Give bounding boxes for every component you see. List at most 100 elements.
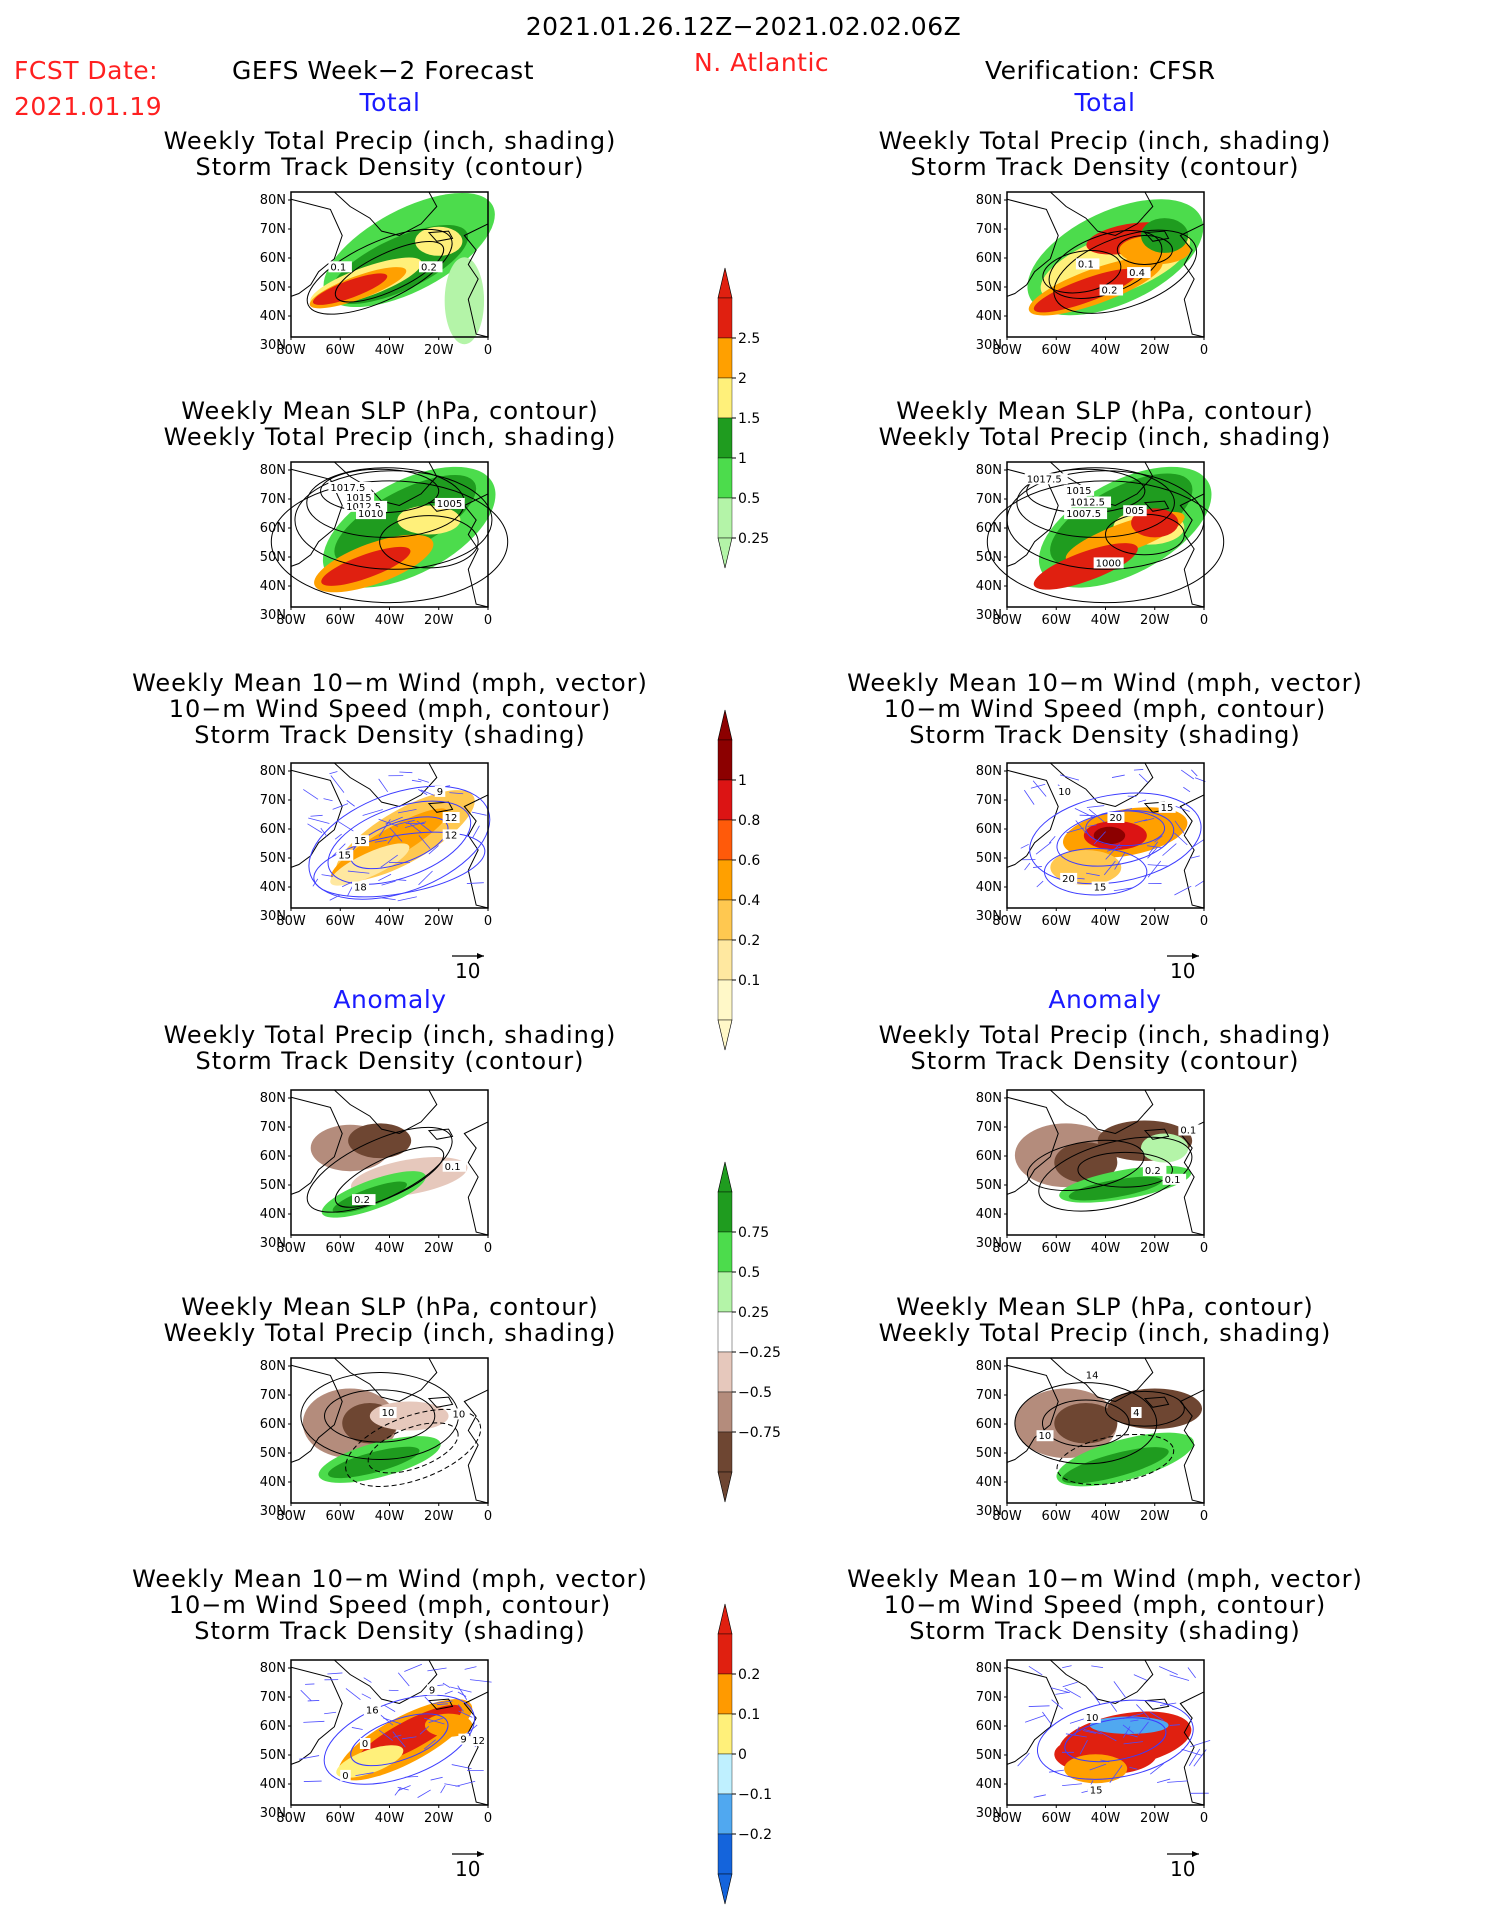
lat-label: 30N <box>976 1504 1002 1519</box>
wind-vector <box>378 819 391 837</box>
right-title: Verification: CFSR <box>985 56 1216 85</box>
wind-vector <box>1130 1719 1139 1722</box>
contour-label-bg <box>442 812 460 823</box>
colorbar-segment <box>717 1431 733 1473</box>
contour-label: 9 <box>429 1685 435 1696</box>
colorbar-segment <box>717 899 733 941</box>
lat-label: 50N <box>976 1446 1002 1461</box>
wind-vector <box>457 1704 464 1712</box>
lat-label: 30N <box>976 1236 1002 1251</box>
wind-vector <box>345 1688 361 1701</box>
wind-vector <box>420 789 435 796</box>
colorbar-segment <box>717 819 733 861</box>
lon-label: 60W <box>1042 343 1072 358</box>
wind-vector <box>1059 774 1080 781</box>
coastline <box>1006 769 1059 869</box>
lat-label: 80N <box>976 463 1002 478</box>
colorbar-label: 0.1 <box>738 1707 760 1723</box>
section-total-right: Total <box>1074 88 1136 117</box>
colorbar-segment <box>717 1633 733 1675</box>
contour-label-bg <box>426 1684 438 1696</box>
wind-vector <box>419 1725 430 1735</box>
lon-label: 80W <box>992 914 1022 929</box>
lon-label: 20W <box>424 1509 454 1524</box>
contour-label: 12 <box>445 813 458 824</box>
colorbar-segment <box>717 1793 733 1835</box>
contour-label: 0.2 <box>354 1195 370 1206</box>
contour-line <box>294 470 493 570</box>
lon-label: 0 <box>484 613 492 628</box>
contour-label-bg <box>458 1733 469 1745</box>
lat-label: 40N <box>260 309 286 324</box>
colorbar-label: 0 <box>738 1747 747 1763</box>
wind-vector <box>334 833 342 840</box>
contour-label: 0.4 <box>1129 268 1145 279</box>
contour-label-bg <box>1107 812 1125 823</box>
wind-vector <box>428 1717 443 1723</box>
wind-vector <box>1136 1704 1151 1720</box>
lon-label: 40W <box>375 1241 405 1256</box>
wind-vector <box>444 1783 460 1787</box>
colorbar-segment <box>717 1673 733 1715</box>
contour-line <box>306 228 453 315</box>
wind-vector <box>404 821 427 829</box>
contour-label-bg <box>1127 267 1151 279</box>
wind-vector <box>1028 1705 1050 1707</box>
lon-label: 60W <box>1042 1811 1072 1826</box>
contour-label: 1017.5 <box>1027 474 1062 485</box>
wind-vector <box>1028 1665 1043 1676</box>
wind-vector <box>347 870 370 874</box>
title-line: Weekly Mean SLP (hPa, contour) <box>896 1293 1314 1321</box>
wind-vector <box>1079 814 1095 817</box>
colorbar-segment <box>717 377 733 419</box>
colorbar-segment <box>717 1311 733 1353</box>
lon-label: 80W <box>992 1509 1022 1524</box>
coastline <box>1143 500 1170 512</box>
contour-label: 1010 <box>358 509 383 520</box>
lon-label: 80W <box>276 1509 306 1524</box>
wind-vector <box>418 870 433 886</box>
title-p2-left: Weekly Mean SLP (hPa, contour) Weekly To… <box>90 398 690 450</box>
lat-label: 80N <box>260 764 286 779</box>
contour-label-bg <box>1075 258 1100 270</box>
wind-vector <box>1036 880 1044 888</box>
lon-label: 40W <box>1091 1509 1121 1524</box>
colorbar-segment <box>717 457 733 499</box>
shading-region <box>1054 1142 1118 1183</box>
wind-vector <box>1062 1783 1082 1787</box>
wind-vector <box>1106 846 1122 852</box>
wind-vector <box>378 873 392 882</box>
wind-vector <box>1174 832 1188 846</box>
shading-region <box>1061 1447 1169 1484</box>
contour-label: 1015 <box>1066 486 1091 497</box>
lon-label: 20W <box>1140 613 1170 628</box>
wind-vector <box>466 882 484 884</box>
lon-label: 40W <box>1091 613 1121 628</box>
contour-label-bg <box>442 1160 467 1172</box>
lon-label: 40W <box>1091 1811 1121 1826</box>
wind-vector <box>1143 817 1155 822</box>
wind-vector <box>1124 1733 1138 1738</box>
contour-label: 0 <box>342 1771 348 1782</box>
coastline <box>333 1357 438 1403</box>
wind-vector <box>320 827 328 837</box>
title-line: Weekly Total Precip (inch, shading) <box>163 1319 617 1347</box>
shading-region <box>1068 1176 1162 1201</box>
coastline <box>290 198 343 298</box>
wind-vector <box>457 1691 467 1697</box>
fcst-date-label: FCST Date: <box>14 56 159 85</box>
lon-label: 40W <box>1091 343 1121 358</box>
contour-label-bg <box>363 1704 381 1716</box>
lon-label: 0 <box>484 914 492 929</box>
wind-vector <box>1055 1691 1069 1695</box>
wind-vector <box>1069 1718 1085 1724</box>
wind-vector <box>307 1700 320 1702</box>
contour-line <box>1085 810 1166 847</box>
lon-label: 60W <box>1042 1509 1072 1524</box>
lat-label: 60N <box>976 1417 1002 1432</box>
wind-vector <box>1113 887 1133 892</box>
wind-vector <box>346 800 355 807</box>
colorbar-segment <box>717 1391 733 1433</box>
